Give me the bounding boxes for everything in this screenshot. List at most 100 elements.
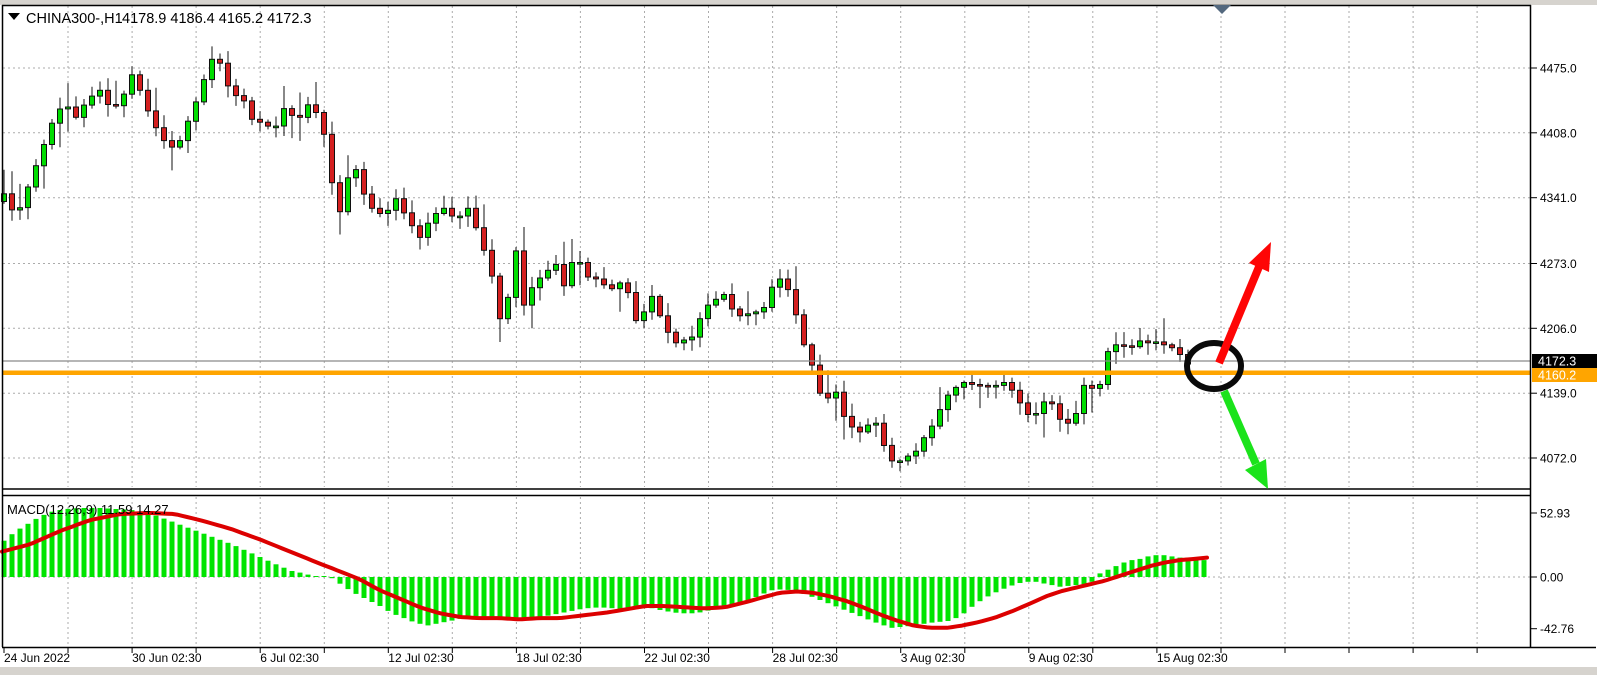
bull-candle bbox=[961, 382, 967, 388]
time-axis-label: 3 Aug 02:30 bbox=[901, 651, 965, 665]
bear-candle bbox=[969, 382, 975, 385]
bear-candle bbox=[673, 331, 679, 344]
bear-candle bbox=[225, 62, 231, 87]
bear-candle bbox=[849, 415, 855, 428]
bull-candle bbox=[425, 222, 431, 238]
bear-candle bbox=[1145, 340, 1151, 344]
price-axis-label: 4475.0 bbox=[1540, 62, 1577, 76]
time-axis[interactable]: 24 Jun 2022 30 Jun 02:30 6 Jul 02:30 12 Jul… bbox=[3, 648, 1478, 665]
bear-candle bbox=[377, 207, 383, 215]
time-axis-label: 22 Jul 02:30 bbox=[645, 651, 711, 665]
macd-histogram-bar bbox=[641, 577, 647, 608]
macd-histogram-bar bbox=[249, 553, 255, 577]
macd-histogram-bar bbox=[25, 523, 31, 577]
bear-candle bbox=[473, 207, 479, 229]
bear-candle bbox=[593, 276, 599, 280]
bull-candle bbox=[769, 286, 775, 309]
bull-candle bbox=[273, 125, 279, 129]
bear-candle bbox=[497, 275, 503, 320]
time-axis-label: 15 Aug 02:30 bbox=[1157, 651, 1228, 665]
bull-candle bbox=[1097, 384, 1103, 389]
macd-histogram-bar bbox=[241, 549, 247, 577]
macd-histogram-bar bbox=[705, 577, 711, 611]
macd-histogram-bar bbox=[33, 518, 39, 577]
bear-candle bbox=[825, 392, 831, 399]
bear-candle bbox=[1169, 344, 1175, 349]
bull-candle bbox=[617, 282, 623, 290]
price-axis-label: 4273.0 bbox=[1540, 257, 1577, 271]
bull-candle bbox=[81, 104, 87, 118]
macd-histogram-bar bbox=[1121, 562, 1127, 577]
macd-histogram-bar bbox=[449, 577, 455, 621]
macd-histogram-bar bbox=[9, 534, 15, 577]
bull-candle bbox=[1105, 351, 1111, 386]
bear-candle bbox=[1161, 341, 1167, 346]
macd-histogram-bar bbox=[977, 577, 983, 602]
bull-candle bbox=[25, 186, 31, 209]
price-axis-label: 4341.0 bbox=[1540, 191, 1577, 205]
price-axis-label: 4408.0 bbox=[1540, 126, 1577, 140]
macd-axis-label: 0.00 bbox=[1540, 571, 1564, 585]
macd-histogram-bar bbox=[665, 577, 671, 612]
macd-histogram-bar bbox=[81, 508, 87, 577]
macd-histogram-bar bbox=[321, 576, 327, 577]
bear-candle bbox=[609, 284, 615, 290]
macd-histogram-bar bbox=[361, 577, 367, 598]
bear-candle bbox=[369, 193, 375, 209]
macd-histogram-bar bbox=[697, 577, 703, 613]
bull-candle bbox=[705, 304, 711, 320]
macd-histogram-bar bbox=[473, 577, 479, 617]
bull-candle bbox=[537, 277, 543, 289]
bull-candle bbox=[17, 207, 23, 211]
macd-histogram-bar bbox=[57, 510, 63, 577]
bull-candle bbox=[1081, 384, 1087, 414]
bull-candle bbox=[441, 207, 447, 215]
bear-candle bbox=[153, 110, 159, 129]
bear-candle bbox=[881, 422, 887, 447]
bear-candle bbox=[841, 391, 847, 417]
bear-candle bbox=[145, 89, 151, 112]
macd-histogram-bar bbox=[401, 577, 407, 619]
macd-histogram-bar bbox=[817, 577, 823, 600]
bull-candle bbox=[897, 460, 903, 463]
macd-histogram-bar bbox=[1169, 556, 1175, 577]
macd-axis-label: 52.93 bbox=[1540, 507, 1570, 521]
macd-histogram-bar bbox=[505, 577, 511, 621]
up-arrow-head-icon bbox=[1249, 242, 1271, 272]
bull-candle bbox=[753, 311, 759, 315]
symbol-dropdown-icon[interactable] bbox=[8, 13, 20, 20]
time-axis-label: 18 Jul 02:30 bbox=[516, 651, 582, 665]
macd-histogram-bar bbox=[721, 577, 727, 607]
bull-candle bbox=[433, 213, 439, 224]
macd-histogram-bar bbox=[777, 577, 783, 590]
macd-histogram-bar bbox=[809, 577, 815, 597]
bear-candle bbox=[337, 182, 343, 213]
bear-candle bbox=[417, 225, 423, 238]
macd-histogram-bar bbox=[769, 577, 775, 591]
bull-candle bbox=[393, 198, 399, 211]
macd-histogram-bar bbox=[1065, 577, 1071, 586]
macd-histogram-bar bbox=[1073, 577, 1079, 586]
macd-histogram-bar bbox=[161, 518, 167, 577]
macd-header: MACD(12,26,9) 11.59 14.27 bbox=[7, 502, 169, 517]
macd-histogram-bar bbox=[225, 542, 231, 577]
macd-histogram-bar bbox=[1201, 560, 1207, 577]
bull-candle bbox=[97, 89, 103, 97]
bull-candle bbox=[937, 409, 943, 427]
macd-histogram-bar bbox=[785, 577, 791, 590]
bull-candle bbox=[873, 422, 879, 426]
bear-candle bbox=[113, 104, 119, 107]
macd-histogram-bar bbox=[305, 574, 311, 577]
bull-candle bbox=[305, 104, 311, 118]
bear-candle bbox=[169, 140, 175, 148]
bull-candle bbox=[1073, 413, 1079, 424]
bear-candle bbox=[793, 289, 799, 316]
macd-axis-label: -42.76 bbox=[1540, 622, 1574, 636]
bear-candle bbox=[665, 315, 671, 333]
bear-candle bbox=[737, 308, 743, 317]
bull-candle bbox=[689, 336, 695, 341]
macd-histogram-bar bbox=[1, 540, 7, 577]
bull-candle bbox=[465, 207, 471, 217]
price-axis[interactable]: 4475.0 4408.0 4341.0 4273.0 4206.0 4139.0 4072… bbox=[1531, 62, 1577, 637]
